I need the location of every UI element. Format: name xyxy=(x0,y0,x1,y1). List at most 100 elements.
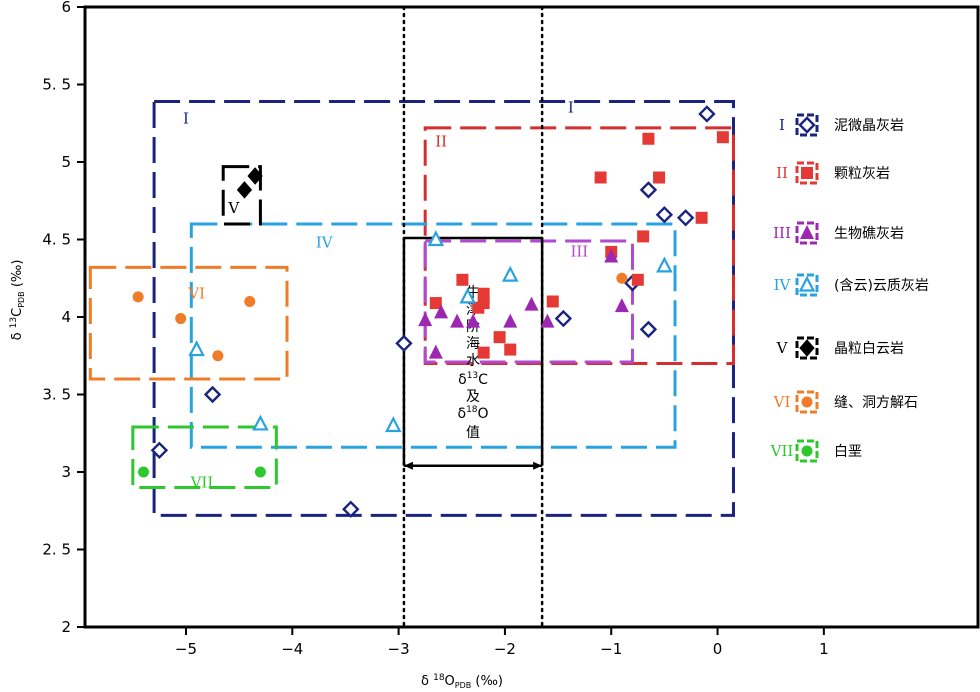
series-vii xyxy=(137,466,266,478)
legend-roman-i: I xyxy=(779,116,785,134)
legend-marker-v xyxy=(799,339,815,357)
point-i-5 xyxy=(554,309,573,328)
legend: I 泥微晶灰岩 II 颗粒灰岩 III 生物礁灰岩 IV (含云)云质灰岩 V 晶粒白云岩 VI 缝、… xyxy=(770,113,929,463)
legend-label-iii: 生物礁灰岩 xyxy=(834,226,904,242)
legend-entry-iv: IV (含云)云质灰岩 xyxy=(774,273,929,297)
legend-label-vii: 白垩 xyxy=(834,444,862,460)
point-i-8 xyxy=(203,385,222,404)
point-iii-1 xyxy=(614,298,629,313)
x-tick-label-4: −1 xyxy=(600,640,622,658)
point-iii-8 xyxy=(540,313,555,328)
legend-label-v: 晶粒白云岩 xyxy=(834,341,904,357)
legend-box-v xyxy=(795,336,819,360)
point-iv-6 xyxy=(384,416,402,433)
point-iii-7 xyxy=(503,313,518,328)
legend-entry-i: I 泥微晶灰岩 xyxy=(779,113,904,137)
x-tick-label-0: −5 xyxy=(175,640,197,658)
y-tick-label-5: 4. 5 xyxy=(42,231,71,249)
point-i-3 xyxy=(676,209,695,227)
point-iii-4 xyxy=(418,312,433,327)
point-ii-1 xyxy=(642,132,655,145)
point-i-0 xyxy=(698,105,716,123)
legend-box-i xyxy=(795,113,819,137)
y-tick-label-4: 4 xyxy=(61,308,71,326)
region-label-iv: IV xyxy=(316,233,334,251)
point-ii-15 xyxy=(504,343,517,356)
series-iii xyxy=(418,248,629,359)
point-vii-1 xyxy=(254,466,266,478)
point-iv-0 xyxy=(427,230,445,247)
legend-roman-ii: II xyxy=(776,164,788,182)
x-tick-label-3: −2 xyxy=(494,640,516,658)
point-ii-3 xyxy=(594,171,607,184)
region-label-i: I xyxy=(183,109,189,127)
annotation-line-4: 水 xyxy=(466,353,480,369)
legend-label-i: 泥微晶灰岩 xyxy=(834,118,904,134)
region-label-vii: VII xyxy=(190,474,214,492)
axes: −5 −4 −3 −2 −1 0 1 2 2. 5 3 3. 5 4 4. 5 5 5. 5 6 δ 18OPD… xyxy=(9,0,980,690)
point-v-1 xyxy=(236,181,253,199)
legend-box-vi xyxy=(795,390,819,414)
region-label-vi: VI xyxy=(187,284,205,302)
legend-roman-iv: IV xyxy=(774,276,792,294)
y-tick-label-0: 2 xyxy=(61,618,71,636)
point-ii-2 xyxy=(653,171,666,184)
arrowhead-left-icon xyxy=(403,461,413,470)
y-axis-title: δ 13CPDB (‰) xyxy=(9,260,26,341)
point-iii-6 xyxy=(466,313,481,328)
x-axis-title: δ 18OPDB (‰) xyxy=(421,673,503,690)
data-points xyxy=(132,105,729,518)
point-i-2 xyxy=(655,206,674,224)
region-label-ii: II xyxy=(435,133,447,151)
legend-roman-vi: VI xyxy=(773,393,791,411)
point-iv-1 xyxy=(501,265,519,282)
plot-frame xyxy=(83,5,980,629)
point-iii-9 xyxy=(428,344,443,359)
point-ii-12 xyxy=(546,295,559,308)
point-i-9 xyxy=(150,441,169,459)
point-vi-0 xyxy=(132,291,144,303)
arrowhead-right-icon xyxy=(533,461,543,470)
legend-box-iii xyxy=(795,221,819,245)
point-i-6 xyxy=(639,320,658,339)
region-box-v xyxy=(221,165,262,226)
point-iii-3 xyxy=(434,304,449,319)
point-iv-3 xyxy=(459,287,477,304)
point-iii-5 xyxy=(450,313,465,328)
region-label-v: V xyxy=(227,199,240,217)
point-ii-14 xyxy=(493,331,506,344)
x-tick-label-6: 1 xyxy=(819,640,829,658)
legend-marker-vii xyxy=(801,445,813,457)
series-iv xyxy=(188,230,673,433)
region-box-vii xyxy=(131,425,278,489)
series-i xyxy=(150,105,716,518)
point-vi-3 xyxy=(212,350,224,362)
legend-label-iv: (含云)云质灰岩 xyxy=(834,278,929,294)
legend-entry-ii: II 颗粒灰岩 xyxy=(776,161,890,185)
legend-entry-vii: VII 白垩 xyxy=(770,439,862,463)
point-ii-5 xyxy=(637,230,650,243)
region-label-iii: III xyxy=(570,243,588,261)
legend-entry-iii: III 生物礁灰岩 xyxy=(773,221,904,245)
x-tick-label-1: −4 xyxy=(281,640,303,658)
region-box-iii xyxy=(423,239,634,364)
point-ii-16 xyxy=(477,346,490,359)
point-i-10 xyxy=(342,500,360,518)
point-vi-2 xyxy=(175,313,187,325)
point-vi-4 xyxy=(616,272,628,284)
legend-roman-vii: VII xyxy=(770,442,794,460)
point-iii-0 xyxy=(604,248,619,263)
point-ii-13 xyxy=(429,297,442,310)
point-i-1 xyxy=(639,181,658,199)
legend-label-vi: 缝、洞方解石 xyxy=(834,395,918,411)
point-ii-0 xyxy=(716,131,729,144)
y-tick-label-1: 2. 5 xyxy=(42,541,71,559)
point-v-0 xyxy=(247,167,263,185)
legend-entry-vi: VI 缝、洞方解石 xyxy=(773,390,918,414)
annotation-line-8: 值 xyxy=(466,425,480,441)
y-tick-label-7: 5. 5 xyxy=(42,76,71,94)
y-tick-label-2: 3 xyxy=(61,463,71,481)
legend-roman-v: V xyxy=(776,339,789,357)
